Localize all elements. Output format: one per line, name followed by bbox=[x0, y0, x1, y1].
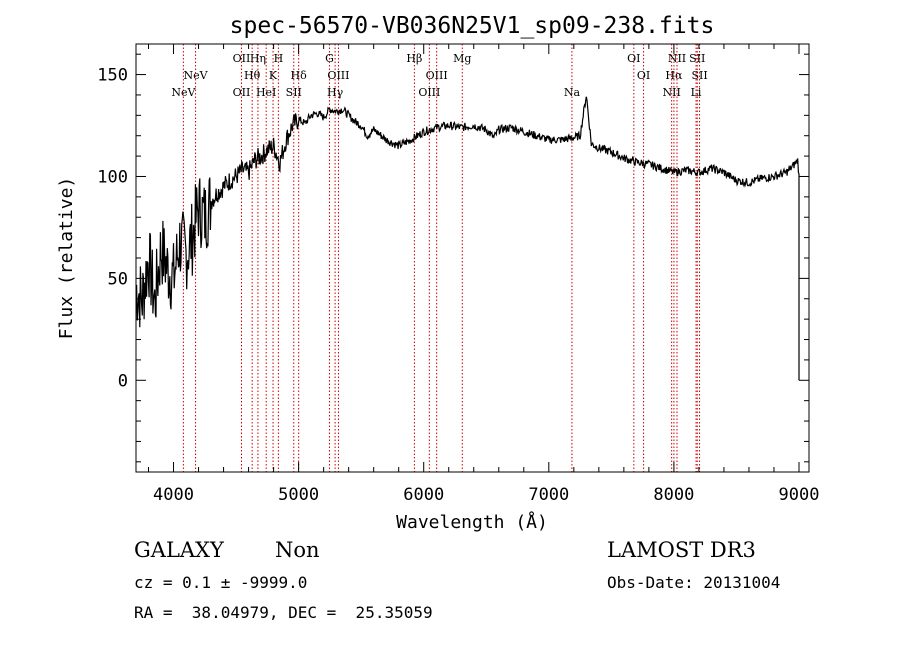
object-class: GALAXY bbox=[134, 538, 224, 562]
line-label-20: OI bbox=[637, 69, 650, 82]
line-label-12: OIII bbox=[327, 69, 349, 82]
line-label-6: K bbox=[269, 69, 278, 82]
y-tick-label-0: 0 bbox=[118, 371, 128, 391]
line-label-13: Hγ bbox=[327, 86, 344, 99]
spectrum-line bbox=[135, 96, 800, 381]
chart-title: spec-56570-VB036N25V1_sp09-238.fits bbox=[230, 13, 715, 39]
line-label-19: OI bbox=[627, 52, 640, 65]
line-label-23: Hα bbox=[665, 69, 683, 82]
line-label-17: Mg bbox=[453, 52, 471, 65]
y-tick-label-1: 50 bbox=[108, 269, 128, 289]
obs-date: Obs-Date: 20131004 bbox=[607, 573, 781, 592]
line-label-7: Hδ bbox=[291, 69, 308, 82]
line-label-3: Hη bbox=[250, 52, 266, 65]
x-tick-label-0: 4000 bbox=[153, 485, 194, 505]
line-label-14: Hβ bbox=[406, 52, 422, 65]
line-label-2: OII bbox=[233, 52, 251, 65]
line-label-15: OIII bbox=[426, 69, 448, 82]
survey-name: LAMOST DR3 bbox=[607, 538, 756, 562]
object-subclass: Non bbox=[275, 538, 320, 562]
x-tick-label-1: 5000 bbox=[278, 485, 319, 505]
line-label-8: OII bbox=[233, 86, 251, 99]
x-axis-label: Wavelength (Å) bbox=[396, 511, 548, 533]
plot-frame bbox=[135, 43, 810, 473]
line-label-1: NeV bbox=[171, 86, 196, 99]
x-tick-label-5: 9000 bbox=[779, 485, 820, 505]
coordinates: RA = 38.04979, DEC = 25.35059 bbox=[134, 603, 433, 622]
line-label-10: SII bbox=[286, 86, 302, 99]
x-tick-label-3: 7000 bbox=[528, 485, 569, 505]
x-axis: 4000 5000 6000 7000 8000 9000 bbox=[148, 44, 820, 505]
x-tick-label-4: 8000 bbox=[653, 485, 694, 505]
line-label-9: HeI bbox=[256, 86, 276, 99]
line-label-11: G bbox=[325, 52, 334, 65]
line-label-0: NeV bbox=[184, 69, 209, 82]
line-label-16: OIII bbox=[418, 86, 440, 99]
y-tick-label-3: 150 bbox=[97, 66, 128, 86]
emission-line-markers bbox=[182, 44, 701, 472]
y-axis: 0 50 100 150 bbox=[97, 53, 809, 463]
y-tick-label-2: 100 bbox=[97, 167, 128, 187]
x-tick-label-2: 6000 bbox=[403, 485, 444, 505]
line-label-25: NII bbox=[662, 86, 680, 99]
line-label-4: H bbox=[274, 52, 284, 65]
line-label-5: Hθ bbox=[244, 69, 261, 82]
line-label-26: Li bbox=[691, 86, 702, 99]
line-label-22: SII bbox=[689, 52, 705, 65]
y-axis-label: Flux (relative) bbox=[56, 177, 77, 340]
line-label-24: SII bbox=[691, 69, 707, 82]
line-label-21: NII bbox=[668, 52, 686, 65]
redshift-info: cz = 0.1 ± -9999.0 bbox=[134, 573, 308, 592]
line-label-18: Na bbox=[564, 86, 581, 99]
